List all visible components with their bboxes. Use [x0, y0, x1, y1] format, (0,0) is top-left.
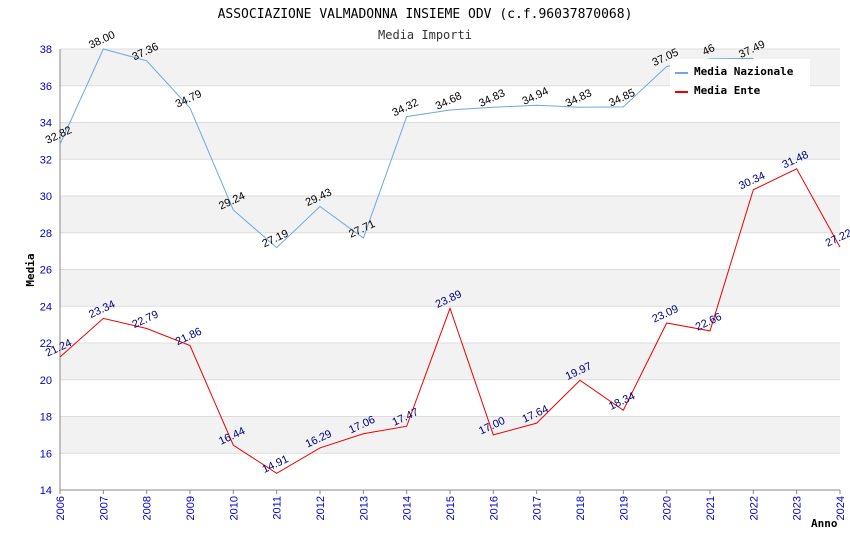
data-label: 22.66 [694, 311, 724, 334]
y-tick-label: 18 [40, 412, 52, 424]
x-tick-label: 2011 [272, 496, 284, 520]
x-tick-label: 2023 [792, 496, 804, 520]
x-tick-label: 2024 [835, 496, 847, 520]
x-tick-label: 2017 [532, 496, 544, 520]
x-tick-label: 2008 [142, 496, 154, 520]
y-tick-label: 34 [40, 118, 52, 130]
legend-label-ente: Media Ente [694, 84, 761, 97]
grid-band [60, 122, 840, 160]
data-label: 34.83 [564, 87, 594, 110]
series-group [59, 48, 841, 474]
x-tick-label: 2016 [488, 496, 500, 520]
y-tick-label: 16 [40, 448, 52, 460]
x-tick-label: 2020 [662, 496, 674, 520]
x-tick-label: 2006 [55, 496, 67, 520]
x-tick-label: 2007 [98, 496, 110, 520]
x-tick-label: 2014 [402, 496, 414, 520]
x-tick-label: 2015 [445, 496, 457, 520]
y-tick-label: 14 [40, 485, 52, 497]
grid-band [60, 416, 840, 454]
y-tick-label: 36 [40, 81, 52, 93]
x-axis-label: Anno [811, 517, 838, 530]
y-tick-label: 38 [40, 44, 52, 56]
y-tick-label: 24 [40, 301, 52, 313]
legend: Media Nazionale Media Ente [670, 59, 810, 103]
data-label: 46 [701, 42, 717, 58]
x-tick-label: 2021 [705, 496, 717, 520]
x-tick-label: 2010 [228, 496, 240, 520]
y-tick-label: 20 [40, 375, 52, 387]
y-axis-label: Media [24, 253, 37, 286]
legend-label-nazionale: Media Nazionale [694, 65, 794, 78]
x-tick-label: 2022 [748, 496, 760, 520]
series-line-nazionale [59, 48, 754, 249]
x-tick-label: 2009 [185, 496, 197, 520]
y-tick-label: 26 [40, 265, 52, 277]
data-label: 38.00 [87, 29, 117, 52]
grid-band [60, 343, 840, 380]
grid-band [60, 269, 840, 307]
data-label: 30.34 [737, 170, 767, 193]
chart-subtitle: Media Importi [378, 28, 472, 42]
legend-box [670, 59, 810, 103]
data-label: 34.94 [520, 85, 550, 108]
y-tick-label: 22 [40, 338, 52, 350]
data-label: 22.79 [130, 309, 160, 332]
x-tick-label: 2019 [618, 496, 630, 520]
y-ticks: 14 16 18 20 22 24 26 28 30 32 34 36 38 [40, 44, 52, 497]
x-tick-label: 2018 [575, 496, 587, 520]
data-label: 34.32 [390, 97, 420, 120]
x-tick-label: 2013 [358, 496, 370, 520]
x-tick-label: 2012 [315, 496, 327, 520]
chart-title: ASSOCIAZIONE VALMADONNA INSIEME ODV (c.f… [218, 7, 633, 22]
y-tick-label: 28 [40, 228, 52, 240]
series-line-ente [59, 168, 841, 474]
data-label: 34.85 [607, 87, 637, 110]
y-tick-label: 32 [40, 154, 52, 166]
grid-band [60, 196, 840, 233]
y-tick-label: 30 [40, 191, 52, 203]
x-ticks: 2006 2007 2008 2009 2010 2011 2012 2013 2014 2015… [55, 490, 847, 520]
